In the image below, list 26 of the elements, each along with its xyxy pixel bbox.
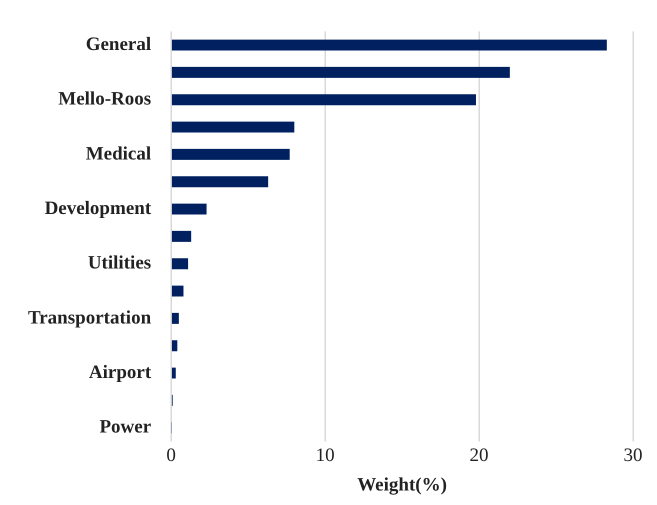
- bar: [172, 258, 188, 270]
- y-tick-label: Airport: [88, 362, 152, 383]
- x-tick-label: 20: [470, 444, 489, 466]
- bar: [172, 312, 179, 324]
- bar: [172, 176, 268, 188]
- bar: [172, 148, 290, 160]
- bar: [172, 340, 178, 352]
- y-tick-label: Mello-Roos: [58, 88, 152, 110]
- x-tick-label: 30: [624, 444, 642, 466]
- y-tick-label: Utilities: [88, 252, 152, 274]
- x-axis-title: Weight(%): [357, 474, 447, 496]
- y-tick-label: Medical: [86, 143, 152, 164]
- y-tick-label: General: [86, 34, 152, 55]
- bar: [172, 230, 192, 242]
- x-tick-label: 10: [316, 444, 335, 466]
- y-tick-label: Power: [99, 416, 152, 438]
- bar: [172, 368, 176, 379]
- y-tick-label: Development: [44, 198, 152, 219]
- bar: [172, 66, 510, 78]
- bar: [172, 122, 294, 133]
- bar: [172, 40, 607, 51]
- x-tick-label: 0: [166, 444, 176, 466]
- bar: [172, 204, 207, 215]
- bar: [172, 286, 184, 297]
- y-tick-label: Transportation: [28, 307, 152, 328]
- bar: [172, 94, 476, 106]
